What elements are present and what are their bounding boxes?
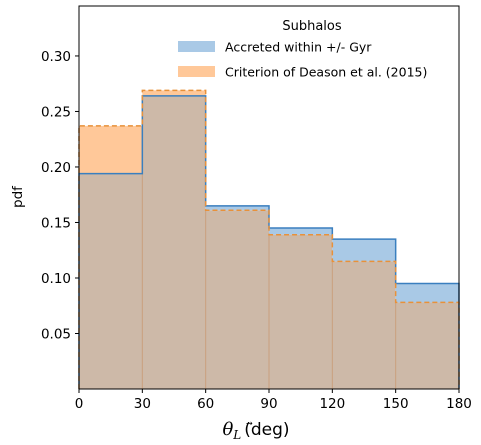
y-tick-label: 0.05: [41, 326, 71, 342]
legend-label-accreted: Accreted within +/- Gyr: [225, 40, 372, 55]
bar-overlap-2: [205, 210, 269, 389]
bar-excess-5: [395, 283, 459, 303]
x-axis-label-unit: (deg): [244, 420, 289, 440]
legend-title: Subhalos: [282, 19, 342, 34]
y-tick-label: 0.10: [41, 271, 71, 287]
x-tick-label: 90: [260, 396, 277, 412]
bar-overlap-0: [79, 173, 143, 389]
bar-overlap-4: [332, 261, 396, 389]
bar-overlap-5: [395, 302, 459, 389]
bar-overlap-3: [269, 234, 333, 389]
x-tick-label: 60: [197, 396, 214, 412]
y-tick-label: 0.15: [41, 215, 71, 231]
y-tick-label: 0.20: [41, 160, 71, 176]
bar-excess-1: [142, 90, 206, 96]
x-tick-label: 120: [319, 396, 345, 412]
x-tick-label: 0: [75, 396, 84, 412]
x-axis-label-subscript: L: [232, 428, 241, 442]
y-tick-label: 0.25: [41, 104, 71, 120]
bar-excess-3: [269, 228, 333, 235]
legend-label-deason: Criterion of Deason et al. (2015): [225, 65, 427, 80]
bar-overlap-1: [142, 95, 206, 389]
x-tick-label: 30: [134, 396, 151, 412]
y-axis-label: pdf: [10, 185, 26, 208]
bars-layer: [78, 89, 460, 389]
x-axis-label-vector-mark: →: [246, 419, 253, 428]
axes-layer: 0 30 60 90 120 150 180 0.05 0.10 0.15 0.20 0.25 0.30: [41, 5, 472, 412]
titles-layer: pdf θL (deg) →: [10, 185, 290, 442]
legend-swatch-deason: [178, 66, 215, 77]
x-tick-label: 150: [383, 396, 409, 412]
legend: Subhalos Accreted within +/- Gyr Criteri…: [178, 19, 427, 80]
x-axis-label-symbol: θ: [222, 419, 233, 440]
bar-excess-0: [79, 125, 143, 174]
bar-excess-4: [332, 239, 396, 262]
legend-swatch-accreted: [178, 41, 215, 52]
series-outline-deason: [78, 89, 460, 389]
x-tick-label: 180: [446, 396, 472, 412]
bar-excess-2: [205, 205, 269, 211]
x-axis-label: θL (deg): [222, 419, 289, 442]
y-tick-label: 0.30: [41, 49, 71, 65]
